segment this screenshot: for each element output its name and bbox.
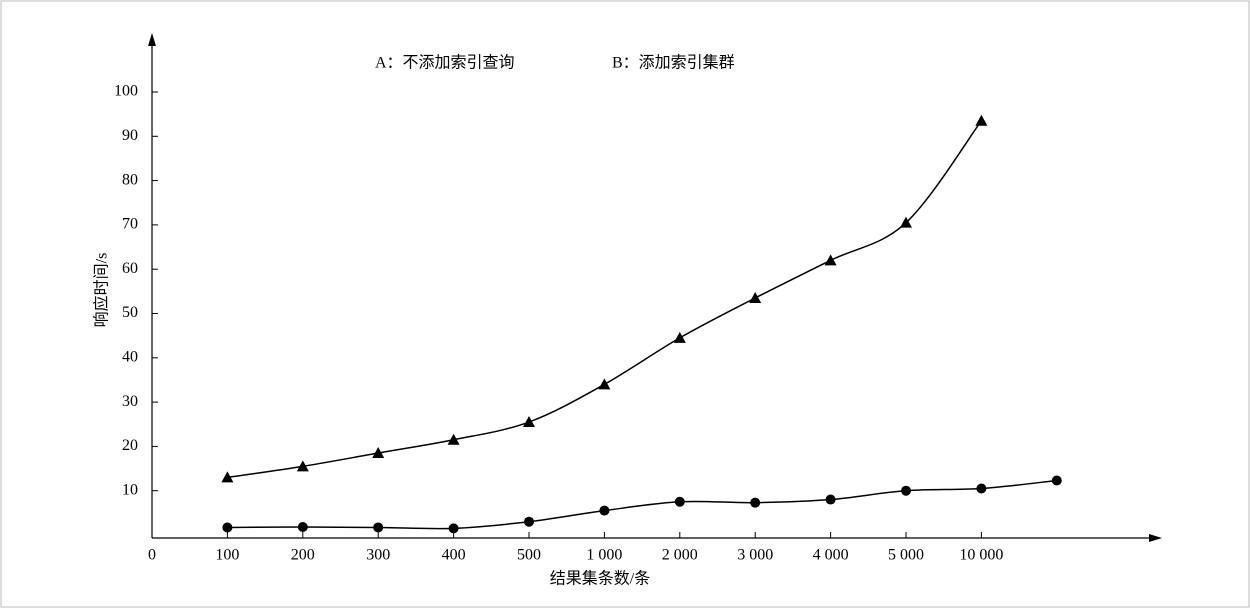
marker [673,331,686,343]
y-tick-label: 70 [122,216,138,233]
marker [976,483,987,494]
x-tick-label: 1 000 [586,547,622,564]
marker [975,114,988,126]
x-tick-label: 200 [291,547,315,564]
y-tick-label: 40 [122,348,138,365]
x-tick-label: 3 000 [737,547,773,564]
y-tick-label: 60 [122,260,138,277]
marker [448,523,459,534]
marker [1051,475,1062,486]
y-tick-label: 50 [122,304,138,321]
x-tick-label: 10 000 [959,547,1003,564]
marker [296,460,309,472]
marker [900,216,912,228]
y-axis-label: 响应时间/s [92,253,111,328]
marker [825,494,836,505]
x-tick-label: 500 [517,547,541,564]
series-line [227,479,1057,530]
x-tick-label: 2 000 [662,547,698,564]
x-tick-label: 100 [215,547,239,564]
x-axis-label: 结果集条数/条 [550,570,650,588]
marker [297,522,308,533]
marker [674,496,685,507]
y-tick-label: 20 [122,437,138,454]
series-line [227,120,983,479]
y-tick-label: 90 [122,127,138,144]
marker [523,416,535,428]
marker [447,433,460,445]
marker [524,516,534,527]
x-tick-label: 4 000 [813,547,849,564]
y-tick-label: 30 [122,393,138,410]
marker [901,485,911,496]
marker [222,522,233,533]
marker [221,471,234,483]
marker [598,378,611,390]
x-tick-label: 300 [366,547,390,564]
marker [373,522,384,533]
marker [750,497,761,508]
y-tick-label: 100 [114,83,138,100]
marker [599,505,610,516]
marker [824,254,837,266]
legend-entry: A：不添加索引查询 [375,54,515,72]
x-arrow [1149,534,1162,542]
marker [749,291,762,303]
y-tick-label: 80 [122,171,138,188]
marker [372,447,385,459]
y-arrow [148,33,156,46]
x-tick-label: 0 [148,547,156,564]
x-tick-label: 400 [442,547,466,564]
legend-entry: B：添加索引集群 [612,54,735,72]
y-tick-label: 10 [122,481,138,498]
x-tick-label: 5 000 [888,547,924,564]
